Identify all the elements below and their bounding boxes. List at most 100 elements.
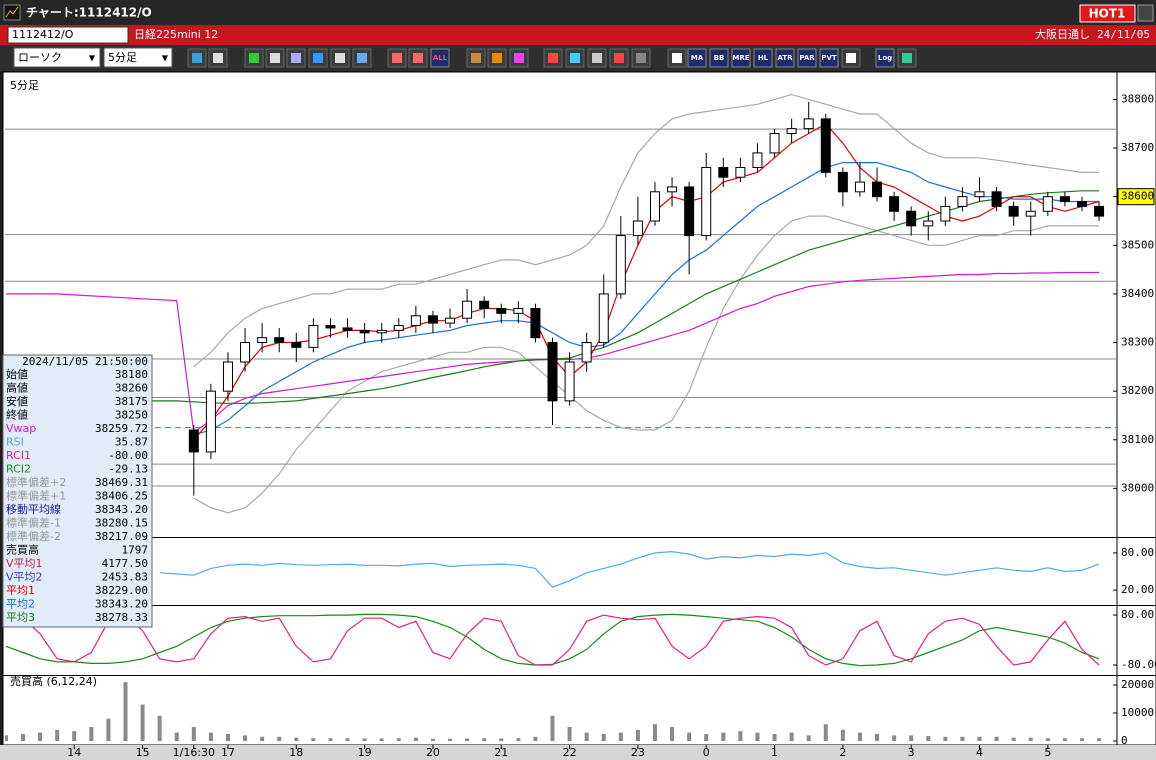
y-tick-label: 38700	[1121, 141, 1154, 154]
toolbar-button-label: ATR	[777, 54, 793, 62]
toolbar-button[interactable]	[875, 48, 895, 68]
y-tick-label: 38600	[1121, 190, 1154, 203]
volume-bar	[1011, 737, 1016, 741]
toolbar-glyph	[846, 53, 856, 63]
volume-bar	[294, 737, 299, 741]
window-title: チャート:1112412/O	[26, 6, 152, 20]
volume-bar	[225, 733, 230, 741]
info-value: 38278.33	[95, 611, 148, 624]
info-value: 38259.72	[95, 422, 148, 435]
toolbar-button[interactable]	[775, 48, 795, 68]
info-label: 始値	[6, 367, 28, 381]
toolbar-glyph	[192, 53, 202, 63]
info-value: 38343.20	[95, 598, 148, 611]
volume-bar	[977, 736, 982, 741]
info-value: 38217.09	[95, 530, 148, 543]
info-value: 38469.31	[95, 476, 148, 489]
toolbar-glyph	[570, 53, 580, 63]
toolbar-button[interactable]	[709, 48, 729, 68]
volume-bar	[1045, 738, 1050, 741]
volume-bar	[584, 732, 589, 741]
candle-body	[940, 205, 951, 222]
candle-body	[906, 210, 917, 227]
volume-bar	[5, 735, 8, 741]
toolbar-button-label: BB	[714, 54, 725, 62]
volume-bar	[926, 735, 931, 741]
toolbar-button-label: MRE	[732, 54, 749, 62]
candle-body	[872, 181, 883, 198]
candle-body	[1025, 210, 1036, 217]
candle-body	[410, 315, 421, 327]
candle-body	[974, 191, 985, 198]
panel-title: 5分足	[10, 79, 39, 92]
toolbar-glyph	[514, 53, 524, 63]
hot-badge: HOT1	[1089, 7, 1126, 21]
volume-bar	[277, 736, 282, 741]
close-button[interactable]	[1137, 4, 1154, 22]
candle-body	[342, 327, 353, 331]
info-label: 移動平均線	[6, 502, 61, 516]
info-label: 標準偏差-1	[6, 516, 61, 530]
volume-bar	[652, 724, 657, 741]
info-value: 38250	[115, 409, 148, 422]
volume-bar	[191, 726, 196, 741]
toolbar-button[interactable]	[753, 48, 773, 68]
symbol-input[interactable]	[7, 26, 129, 44]
toolbar-button-label: PAR	[799, 54, 815, 62]
volume-bar	[140, 704, 145, 741]
toolbar-button-label: HL	[758, 54, 769, 62]
market-date: 24/11/05	[1097, 28, 1150, 41]
candle-body	[308, 325, 319, 348]
candle-body	[359, 329, 370, 334]
y-tick-label: 20000	[1121, 678, 1154, 691]
volume-bar	[892, 735, 897, 741]
interval: 5分足	[108, 51, 137, 64]
dropdown-arrow: ▼	[89, 54, 96, 63]
info-label: 平均3	[6, 611, 35, 624]
style-dropdown[interactable]	[13, 47, 101, 68]
candle-body	[1059, 196, 1070, 203]
volume-bar	[1028, 737, 1033, 741]
toolbar-button[interactable]	[797, 48, 817, 68]
x-tick-label: 0	[703, 746, 710, 759]
volume-bar	[635, 729, 640, 741]
symbol-name: 日経225mini 12	[134, 28, 218, 41]
info-label: 高値	[6, 381, 28, 395]
y-tick-label: 38000	[1121, 481, 1154, 494]
candle-body	[188, 429, 199, 453]
candle-body	[1008, 205, 1019, 217]
volume-bar	[38, 732, 43, 741]
plot	[5, 93, 1117, 741]
info-label: RSI	[6, 436, 24, 449]
title-bar	[0, 0, 1156, 25]
candle-body	[803, 118, 814, 130]
toolbar-button[interactable]	[819, 48, 839, 68]
candle-body	[889, 196, 900, 212]
toolbar-button[interactable]	[731, 48, 751, 68]
volume-bar	[89, 726, 94, 741]
toolbar-button[interactable]	[430, 48, 450, 68]
volume-bar	[260, 736, 265, 741]
toolbar-button[interactable]	[687, 48, 707, 68]
toolbar-glyph	[614, 53, 624, 63]
candle-body	[274, 337, 285, 344]
volume-bar	[601, 733, 606, 741]
volume-bar	[448, 738, 453, 741]
chart-area	[2, 71, 1156, 746]
y-tick-label: 10000	[1121, 706, 1154, 719]
toolbar-glyph	[213, 53, 223, 63]
x-tick-label: 1	[771, 746, 778, 759]
interval-dropdown[interactable]	[103, 47, 173, 68]
candle-body	[649, 191, 660, 222]
x-tick-label: 17	[221, 746, 235, 759]
info-datetime: 2024/11/05 21:50:00	[22, 355, 148, 368]
toolbar-glyph	[548, 53, 558, 63]
info-value: 4177.50	[102, 557, 148, 570]
x-tick-label: 20	[426, 746, 440, 759]
candle-body	[667, 186, 678, 193]
hot-button[interactable]	[1079, 4, 1136, 23]
x-tick-label: 15	[136, 746, 150, 759]
info-label: 安値	[6, 394, 28, 408]
volume-bar	[362, 738, 367, 741]
volume-bar	[618, 732, 623, 741]
